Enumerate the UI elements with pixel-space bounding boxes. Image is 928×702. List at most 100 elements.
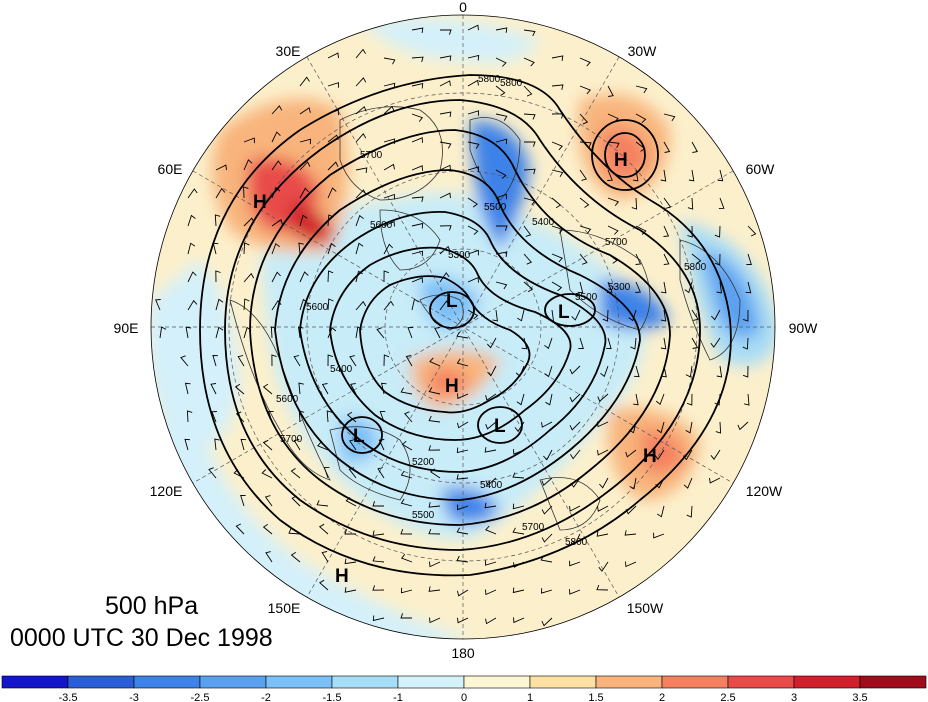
wind-barb [355, 214, 364, 227]
lon-label-30e: 30E [276, 43, 301, 59]
wind-barb [214, 438, 220, 451]
wind-barb [299, 107, 311, 115]
wind-barb [710, 337, 721, 348]
wind-barb [743, 309, 749, 322]
wind-barb [262, 524, 273, 535]
wind-barb [691, 309, 699, 321]
wind-barb [184, 382, 191, 395]
wind-barb [687, 197, 694, 210]
wind-barb [663, 225, 670, 237]
wind-barb [569, 393, 581, 403]
wind-barb [512, 527, 525, 535]
wind-barb [411, 196, 424, 203]
lon-label-150w: 150W [627, 600, 664, 616]
wind-barb [327, 327, 337, 339]
wind-barb [485, 560, 497, 566]
wind-barb [495, 281, 508, 290]
wind-barb [495, 57, 507, 67]
wind-barb [688, 169, 695, 182]
wind-barb [355, 167, 368, 173]
wind-barb [545, 393, 553, 406]
wind-barb [467, 225, 479, 235]
wind-barb [484, 447, 497, 453]
wind-barb [456, 474, 469, 480]
contour-label: 5800 [565, 537, 588, 548]
wind-barb [344, 529, 356, 535]
contour-label: 5800 [500, 78, 523, 89]
wind-barb [467, 166, 480, 172]
wind-barb [660, 309, 667, 322]
contour-5200 [359, 275, 531, 414]
wind-barb [456, 358, 469, 367]
wind-barb [716, 365, 723, 378]
time-title: 0000 UTC 30 Dec 1998 [10, 624, 273, 652]
wind-barb [298, 242, 304, 255]
contour-5800 [199, 74, 732, 577]
wind-barb [715, 421, 722, 434]
colorbar-tick-label: -1 [393, 692, 403, 702]
wind-barb [597, 449, 609, 456]
wind-barb [288, 528, 301, 535]
wind-barb [596, 584, 609, 591]
contour-label: 5200 [412, 457, 435, 468]
colorbar-tick-label: 0 [461, 692, 467, 702]
wind-barb [215, 326, 224, 339]
wind-barb [401, 440, 413, 451]
wind-barb [411, 113, 424, 122]
wind-barb [495, 85, 506, 96]
colorbar-boxes [1, 675, 927, 689]
wind-barb [411, 27, 424, 34]
wind-barb [691, 253, 702, 264]
wind-barb [355, 105, 367, 115]
wind-barb [383, 57, 396, 65]
wind-barb [439, 164, 451, 171]
wind-barb [271, 271, 281, 283]
wind-barb [428, 445, 441, 451]
wind-barb [523, 168, 536, 175]
colorbar-box [529, 675, 597, 689]
wind-barb [495, 138, 508, 145]
wind-barb [299, 187, 309, 199]
wind-barb [663, 253, 670, 265]
colorbar-ticks: -3.5 -3 -2.5 -2 -1.5 -1 0 1 1.5 2 2.5 3 3.5 [59, 692, 868, 702]
wind-barb [467, 110, 479, 116]
wind-barb [457, 504, 469, 511]
contour-label: 5600 [306, 302, 329, 313]
wind-barb [714, 225, 721, 238]
wind-barb [400, 587, 413, 594]
wind-barb [187, 214, 196, 227]
wind-barb [607, 169, 613, 181]
wind-barbs [155, 24, 757, 627]
wind-barb [629, 477, 637, 490]
wind-barb [495, 225, 508, 231]
high-contour-ring [591, 119, 659, 191]
wind-barb [327, 354, 333, 367]
contour-label: 5400 [330, 364, 353, 375]
wind-barb [541, 588, 553, 594]
high-center: H [643, 446, 657, 467]
wind-barb [264, 495, 273, 507]
wind-barb [660, 169, 667, 182]
wind-barb [551, 55, 564, 61]
wind-barb [271, 105, 283, 115]
wind-barb [746, 253, 752, 265]
contour-5400 [299, 211, 607, 473]
wind-barb [383, 243, 394, 255]
wind-barb [355, 300, 367, 311]
lon-label-180: 180 [451, 645, 475, 661]
wind-barb [321, 551, 329, 563]
colorbar-tick-label: -2.5 [191, 692, 210, 702]
wind-barb [243, 272, 255, 283]
wind-barb [411, 298, 419, 311]
wind-barb [327, 52, 339, 59]
contour-label: 5400 [532, 217, 555, 228]
wind-barb [631, 197, 638, 210]
wind-barb [579, 85, 591, 95]
high-center: H [335, 566, 349, 587]
wind-barb [299, 271, 309, 283]
wind-barb [597, 505, 609, 512]
wind-barb [265, 551, 273, 563]
low-contour-ring [477, 406, 523, 444]
colorbar-box [1, 675, 69, 689]
